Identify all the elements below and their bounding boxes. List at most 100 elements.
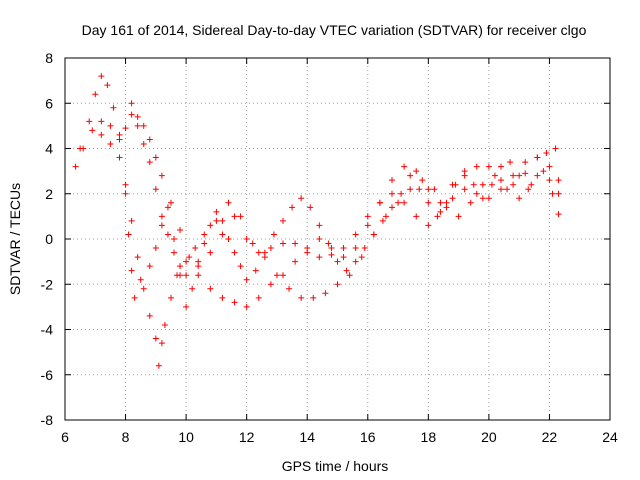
data-point	[116, 136, 123, 143]
data-point	[522, 170, 529, 177]
y-tick-label: -4	[41, 322, 54, 338]
data-point	[328, 251, 335, 258]
data-point	[280, 240, 286, 247]
y-tick-label: 0	[45, 231, 53, 247]
data-point	[183, 272, 190, 279]
data-point	[125, 231, 132, 238]
data-point	[164, 231, 171, 238]
data-point	[152, 186, 159, 193]
x-tick-label: 14	[299, 429, 315, 445]
data-point	[225, 236, 232, 242]
y-tick-label: 2	[45, 186, 53, 202]
data-point	[231, 249, 238, 256]
data-point	[389, 204, 395, 211]
data-point	[443, 199, 450, 206]
x-tick-label: 6	[61, 429, 69, 445]
y-tick-label: 4	[45, 141, 53, 157]
data-point	[461, 168, 468, 175]
data-point	[470, 181, 477, 188]
data-point	[267, 245, 274, 252]
data-point	[207, 222, 214, 229]
y-tick-label: -8	[41, 412, 54, 428]
data-point	[128, 100, 135, 107]
data-point	[401, 163, 408, 170]
data-point	[152, 335, 159, 342]
data-point	[89, 127, 96, 134]
data-point	[479, 195, 486, 202]
data-point	[516, 195, 523, 202]
data-point	[158, 213, 165, 220]
data-point	[110, 104, 117, 111]
data-point	[140, 122, 147, 129]
y-tick-label: 6	[45, 95, 53, 111]
data-point	[413, 213, 420, 220]
data-point	[292, 258, 299, 265]
data-point	[146, 263, 153, 270]
data-point	[213, 208, 220, 215]
data-points	[72, 73, 562, 369]
data-point	[155, 362, 162, 369]
data-point	[307, 204, 314, 211]
data-point	[376, 199, 383, 206]
data-point	[340, 254, 347, 261]
data-point	[237, 263, 244, 270]
data-point	[72, 163, 79, 170]
data-point	[316, 236, 323, 242]
data-point	[243, 276, 250, 283]
data-point	[498, 186, 504, 193]
data-point	[416, 186, 423, 193]
x-tick-label: 24	[602, 429, 618, 445]
data-point	[167, 199, 174, 206]
data-point	[177, 263, 184, 270]
data-point	[546, 163, 553, 170]
data-point	[485, 195, 492, 202]
y-tick-label: 8	[45, 50, 53, 66]
data-point	[407, 172, 414, 179]
data-point	[325, 240, 332, 247]
x-tick-label: 8	[122, 429, 130, 445]
data-point	[364, 222, 371, 229]
data-point	[158, 172, 165, 179]
data-point	[479, 181, 486, 188]
data-point	[195, 258, 202, 265]
x-tick-label: 22	[542, 429, 558, 445]
data-point	[273, 272, 280, 279]
data-point	[543, 150, 550, 157]
data-point	[491, 172, 498, 179]
data-point	[425, 199, 432, 206]
data-point	[280, 217, 286, 224]
data-point	[455, 213, 462, 220]
data-point	[407, 186, 414, 193]
data-point	[510, 181, 517, 188]
data-point	[267, 281, 274, 288]
chart-title: Day 161 of 2014, Sidereal Day-to-day VTE…	[82, 22, 587, 38]
series-2	[77, 73, 562, 310]
data-point	[104, 82, 111, 89]
data-point	[171, 236, 177, 242]
data-point	[289, 204, 296, 211]
data-point	[146, 312, 153, 319]
data-point	[401, 199, 408, 206]
data-point	[219, 231, 226, 238]
series-4	[128, 100, 559, 310]
data-point	[437, 208, 444, 215]
data-point	[522, 159, 529, 166]
data-point	[152, 245, 159, 252]
data-point	[189, 285, 196, 292]
data-point	[252, 267, 259, 274]
data-point	[516, 172, 523, 179]
data-point	[316, 222, 323, 229]
data-point	[555, 211, 562, 218]
data-point	[546, 177, 553, 184]
data-point	[134, 122, 141, 129]
data-point	[352, 231, 359, 238]
y-axis-label: SDTVAR / TECUs	[7, 183, 23, 295]
data-point	[92, 91, 99, 98]
data-point	[395, 199, 402, 206]
data-point	[449, 195, 456, 202]
data-point	[207, 285, 214, 292]
data-point	[525, 186, 532, 193]
data-point	[298, 294, 305, 301]
data-point	[398, 190, 405, 197]
